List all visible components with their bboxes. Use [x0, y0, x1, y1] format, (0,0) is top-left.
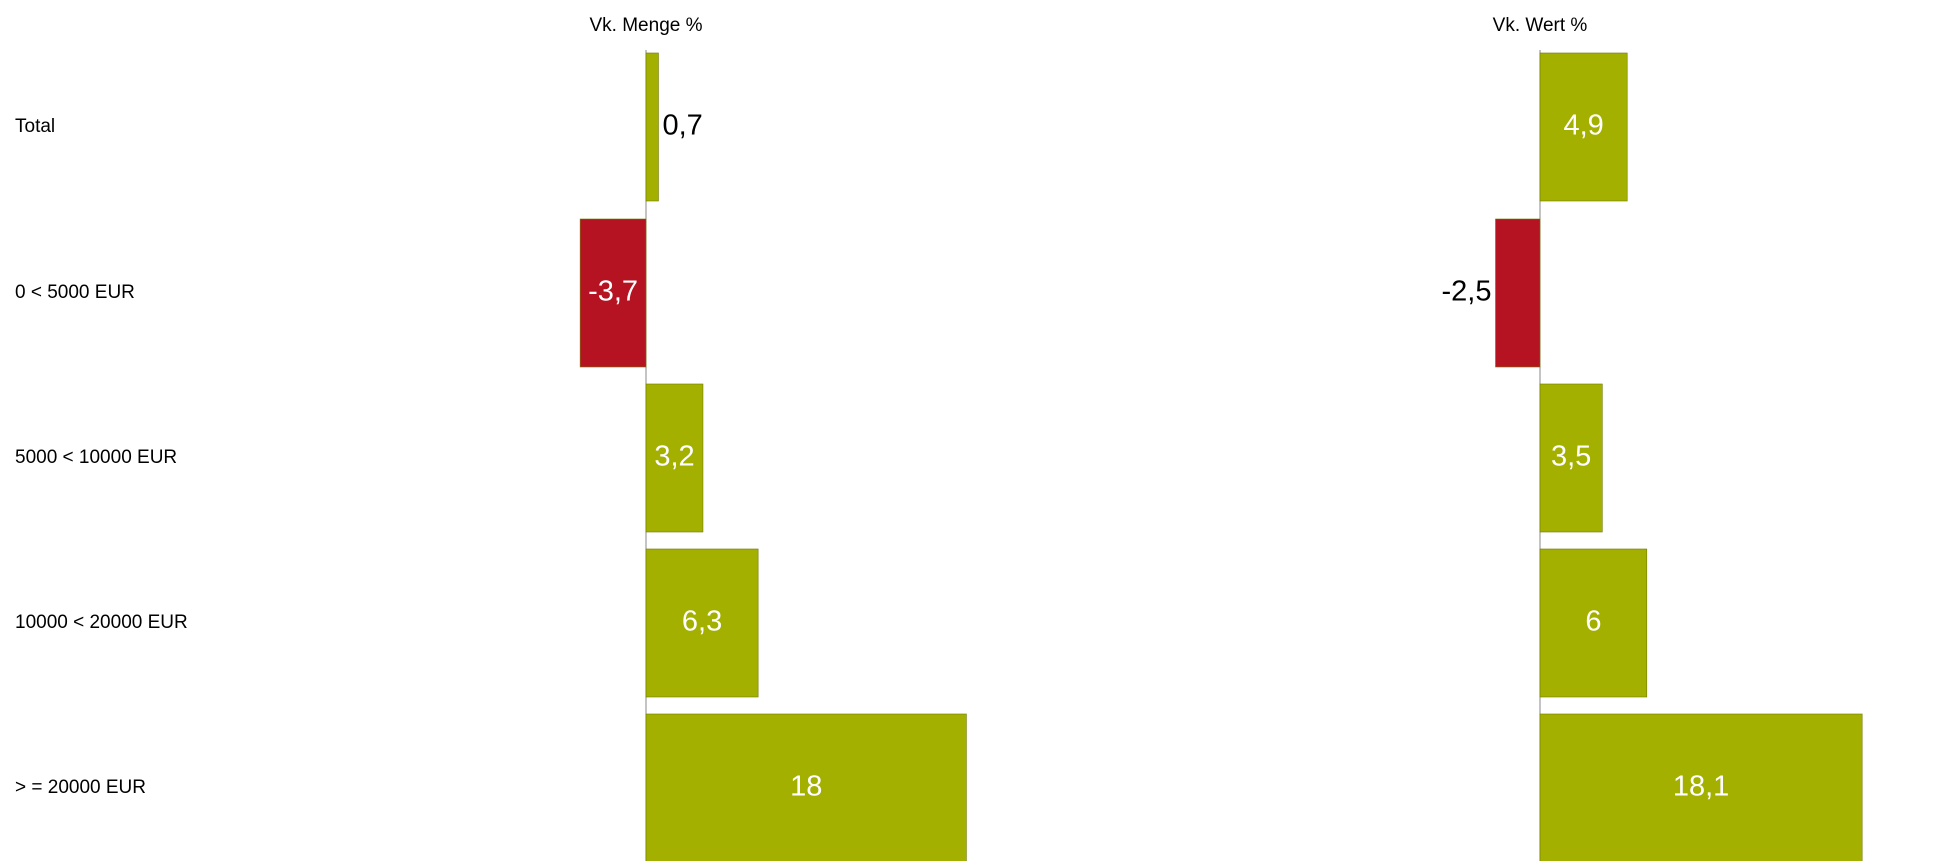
bar-wert [1539, 52, 1628, 202]
data-label: 0,7 [662, 110, 702, 142]
category-label: Total [15, 116, 55, 137]
bar-menge [645, 713, 967, 861]
category-label: 0 < 5000 EUR [15, 282, 135, 303]
bar-menge [645, 52, 659, 202]
series-title-menge: Vk. Menge % [590, 15, 703, 36]
series-title-wert: Vk. Wert % [1493, 15, 1588, 36]
bar-wert [1539, 713, 1863, 861]
bar-wert [1539, 548, 1648, 698]
bar-menge [579, 218, 647, 368]
bar-wert [1495, 218, 1541, 368]
category-label: 10000 < 20000 EUR [15, 612, 188, 633]
data-label: 3,5 [1551, 441, 1591, 473]
data-label: 3,2 [654, 441, 694, 473]
category-label: > = 20000 EUR [15, 777, 146, 798]
bar-menge [645, 383, 704, 533]
data-label: 4,9 [1563, 110, 1603, 142]
bar-wert [1539, 383, 1603, 533]
data-label: 6 [1585, 606, 1601, 638]
data-label: 18 [790, 771, 822, 803]
category-label: 5000 < 10000 EUR [15, 447, 177, 468]
data-label: -2,5 [1442, 276, 1492, 308]
data-label: -3,7 [588, 276, 638, 308]
bar-menge [645, 548, 759, 698]
data-label: 18,1 [1673, 771, 1729, 803]
data-label: 6,3 [682, 606, 722, 638]
